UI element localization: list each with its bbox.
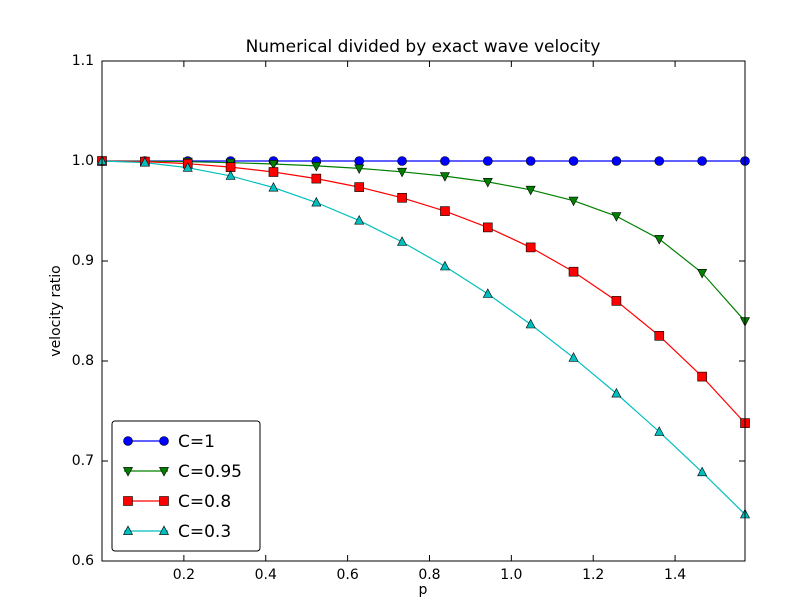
series-line bbox=[102, 160, 745, 424]
marker bbox=[568, 156, 579, 166]
marker bbox=[482, 178, 493, 188]
marker bbox=[482, 288, 493, 298]
x-tick-label: 0.8 bbox=[418, 567, 440, 583]
marker bbox=[697, 268, 708, 279]
legend-marker bbox=[159, 525, 169, 535]
marker bbox=[439, 172, 450, 182]
marker bbox=[182, 162, 193, 172]
marker bbox=[654, 156, 665, 166]
marker bbox=[611, 156, 622, 166]
x-axis-label: p bbox=[419, 582, 428, 598]
marker bbox=[525, 242, 536, 253]
marker bbox=[397, 156, 407, 166]
marker bbox=[354, 215, 365, 225]
marker bbox=[697, 371, 707, 382]
axes-frame bbox=[101, 60, 746, 562]
marker bbox=[397, 193, 407, 203]
marker bbox=[440, 206, 450, 216]
marker bbox=[697, 466, 708, 477]
marker bbox=[440, 156, 450, 166]
legend-marker bbox=[159, 436, 169, 446]
marker bbox=[139, 157, 150, 167]
marker bbox=[225, 162, 236, 172]
marker bbox=[611, 212, 622, 222]
legend-label: C=1 bbox=[178, 432, 215, 452]
legend-marker bbox=[159, 496, 169, 506]
marker bbox=[354, 182, 365, 192]
marker bbox=[525, 156, 536, 166]
marker bbox=[397, 167, 408, 178]
legend-marker bbox=[123, 436, 133, 446]
marker bbox=[654, 235, 665, 245]
series-line bbox=[102, 160, 745, 322]
y-tick-label: 1.0 bbox=[72, 153, 94, 169]
legend-marker bbox=[123, 496, 133, 506]
marker bbox=[354, 156, 365, 166]
y-tick-label: 0.7 bbox=[72, 453, 94, 469]
marker bbox=[697, 156, 707, 166]
marker bbox=[568, 352, 579, 362]
y-tick-label: 0.6 bbox=[72, 553, 94, 569]
y-tick-label: 0.8 bbox=[72, 353, 94, 369]
marker bbox=[268, 160, 279, 170]
x-tick-label: 0.4 bbox=[255, 567, 277, 583]
marker bbox=[525, 185, 536, 196]
legend-label: C=0.95 bbox=[178, 462, 242, 482]
x-tick-label: 1.0 bbox=[500, 567, 522, 583]
x-tick-label: 0.6 bbox=[336, 567, 358, 583]
x-tick-label: 0.2 bbox=[173, 567, 195, 583]
marker bbox=[268, 167, 279, 177]
marker bbox=[225, 170, 236, 180]
marker bbox=[311, 162, 322, 172]
marker bbox=[397, 236, 408, 246]
legend-label: C=0.8 bbox=[178, 492, 231, 512]
marker bbox=[439, 260, 450, 271]
legend-marker bbox=[123, 467, 133, 477]
marker bbox=[611, 296, 622, 306]
marker bbox=[525, 318, 536, 329]
plot-area bbox=[102, 160, 745, 515]
marker bbox=[268, 182, 279, 192]
legend-box bbox=[111, 420, 261, 552]
marker bbox=[568, 266, 579, 277]
marker bbox=[611, 387, 622, 398]
y-tick-label: 1.1 bbox=[72, 53, 94, 69]
x-tick-label: 1.2 bbox=[582, 567, 604, 583]
marker bbox=[311, 173, 322, 184]
marker bbox=[482, 156, 493, 166]
legend-label: C=0.3 bbox=[178, 522, 231, 542]
legend-marker bbox=[159, 467, 169, 477]
chart-title: Numerical divided by exact wave velocity bbox=[246, 37, 601, 57]
marker bbox=[311, 196, 322, 207]
marker bbox=[568, 196, 579, 207]
marker bbox=[354, 164, 365, 174]
series-line bbox=[102, 160, 745, 515]
marker bbox=[654, 330, 665, 341]
y-tick-label: 0.9 bbox=[72, 253, 94, 269]
x-tick-label: 1.4 bbox=[664, 567, 686, 583]
legend-marker bbox=[123, 525, 133, 535]
marker bbox=[482, 222, 493, 233]
marker bbox=[654, 426, 665, 436]
y-axis-label: velocity ratio bbox=[48, 265, 64, 356]
